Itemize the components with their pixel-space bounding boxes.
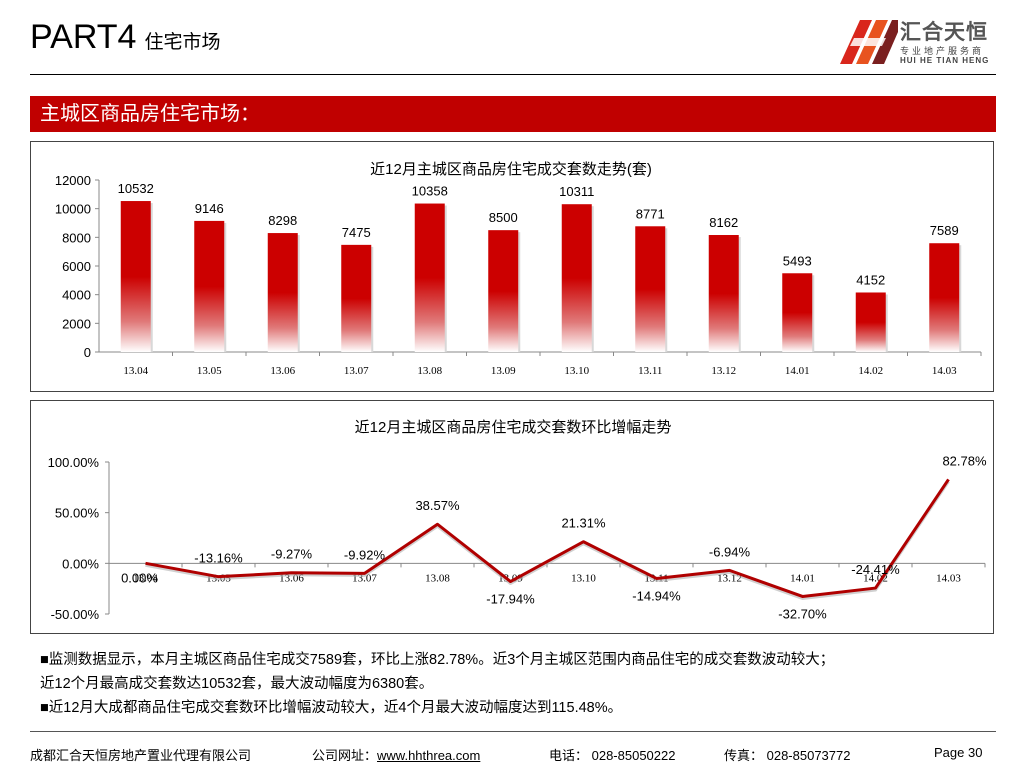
data-label: 8298 [268, 213, 297, 228]
bar [855, 292, 886, 352]
series-line [145, 478, 950, 598]
bar [414, 203, 445, 352]
page-number: Page 30 [934, 745, 983, 760]
chart-title: 近12月主城区商品房住宅成交套数走势(套) [370, 160, 652, 178]
footer-company: 成都汇合天恒房地产置业代理有限公司 [30, 748, 252, 763]
x-tick-label: 13.08 [417, 365, 442, 377]
data-label: -9.27% [271, 547, 313, 562]
y-tick-label: 100.00% [48, 455, 100, 470]
bar [341, 244, 372, 352]
header-divider [30, 74, 996, 75]
y-tick-label: 2000 [62, 316, 91, 331]
x-tick-label: 13.06 [270, 365, 295, 377]
x-tick-label: 14.01 [790, 572, 815, 584]
bar [782, 273, 813, 352]
data-label: -6.94% [709, 544, 751, 559]
x-tick-label: 13.10 [564, 365, 589, 377]
part-subtitle: 住宅市场 [144, 32, 221, 53]
data-label: -24.41% [851, 562, 900, 577]
data-label: 8771 [636, 206, 665, 221]
footer-phone: 电话： 028-85050222 [549, 748, 676, 763]
data-label: -9.92% [344, 547, 386, 562]
bar [267, 233, 298, 352]
data-label: 10532 [118, 181, 154, 196]
bar [929, 243, 960, 352]
x-tick-label: 13.05 [197, 365, 222, 377]
footer-fax: 传真： 028-85073772 [724, 748, 851, 763]
x-tick-label: 14.01 [785, 365, 810, 377]
bar [561, 204, 592, 352]
x-tick-label: 14.02 [858, 365, 883, 377]
bar-chart: 近12月主城区商品房住宅成交套数走势(套) 0 2000 4000 6000 8000 10… [55, 160, 982, 377]
y-tick-label: 0 [84, 345, 91, 360]
line-chart: 近12月主城区商品房住宅成交套数环比增幅走势 -50.00% 0.00% 50.00%… [48, 418, 987, 622]
x-tick-label: 13.07 [344, 365, 369, 377]
series-line-shadow [145, 480, 950, 600]
logo-mark-icon [840, 20, 898, 64]
note-line: ■监测数据显示，本月主城区商品住宅成交7589套，环比上涨82.78%。近3个月… [40, 652, 835, 668]
x-tick-label: 13.04 [123, 365, 148, 377]
y-tick-label: 12000 [55, 173, 91, 188]
data-label: -13.16% [194, 551, 243, 566]
data-label: 82.78% [942, 453, 987, 468]
y-tick-label: 0.00% [62, 556, 99, 571]
y-tick-label: 4000 [62, 288, 91, 303]
part-label: PART4 [30, 18, 137, 56]
y-tick-label: 50.00% [55, 506, 100, 521]
x-tick-label: 13.12 [711, 365, 736, 377]
data-label: 8162 [709, 215, 738, 230]
footer-divider [30, 731, 996, 732]
logo-tagline: 专业地产服务商 [900, 46, 985, 56]
data-label: 10358 [412, 184, 448, 199]
x-tick-label: 13.04 [133, 572, 158, 584]
data-label: 0.00% [121, 570, 158, 585]
x-tick-label: 14.03 [932, 365, 957, 377]
data-label: 5493 [783, 253, 812, 268]
data-label: 9146 [195, 201, 224, 216]
data-label: 21.31% [561, 516, 606, 531]
y-tick-label: 10000 [55, 202, 91, 217]
page-title: PART4 住宅市场 [30, 18, 220, 57]
data-label: 38.57% [415, 498, 460, 513]
data-label: 7589 [930, 223, 959, 238]
company-logo: 汇合天恒 专业地产服务商 HUI HE TIAN HENG [836, 16, 1006, 68]
bar [120, 201, 151, 352]
x-tick-label: 13.11 [638, 365, 662, 377]
x-tick-label: 13.10 [571, 572, 596, 584]
note-line: 近12个月最高成交套数达10532套，最大波动幅度为6380套。 [40, 676, 434, 692]
data-label: 7475 [342, 225, 371, 240]
data-label: 10311 [559, 184, 594, 199]
y-tick-label: -50.00% [51, 607, 100, 622]
logo-name-cn: 汇合天恒 [900, 21, 988, 44]
bar [488, 230, 519, 352]
y-tick-label: 6000 [62, 259, 91, 274]
chart-title: 近12月主城区商品房住宅成交套数环比增幅走势 [355, 418, 672, 436]
x-tick-label: 14.03 [936, 572, 961, 584]
logo-name-en: HUI HE TIAN HENG [900, 56, 990, 65]
analysis-notes: ■监测数据显示，本月主城区商品住宅成交7589套，环比上涨82.78%。近3个月… [40, 648, 1000, 720]
bar-chart-panel: 近12月主城区商品房住宅成交套数走势(套) 0 2000 4000 6000 8000 10… [30, 141, 994, 392]
data-label: 8500 [489, 210, 518, 225]
x-tick-label: 13.08 [425, 572, 450, 584]
data-label: -32.70% [778, 606, 827, 621]
data-label: -17.94% [486, 592, 535, 607]
line-chart-panel: 近12月主城区商品房住宅成交套数环比增幅走势 -50.00% 0.00% 50.00%… [30, 400, 994, 634]
note-line: ■近12月大成都商品住宅成交套数环比增幅波动较大，近4个月最大波动幅度达到115… [40, 700, 623, 716]
section-title-bar: 主城区商品房住宅市场： [30, 96, 996, 132]
website-link[interactable]: www.hhthrea.com [377, 748, 481, 763]
data-label: -14.94% [632, 588, 681, 603]
footer-website: 公司网址：www.hhthrea.com [312, 745, 480, 764]
x-tick-label: 13.09 [491, 365, 516, 377]
bar [194, 220, 225, 352]
data-label: 4152 [856, 272, 885, 287]
y-tick-label: 8000 [62, 230, 91, 245]
footer-website-label: 公司网址： [312, 748, 378, 763]
bar [708, 235, 739, 352]
bar [635, 226, 666, 352]
